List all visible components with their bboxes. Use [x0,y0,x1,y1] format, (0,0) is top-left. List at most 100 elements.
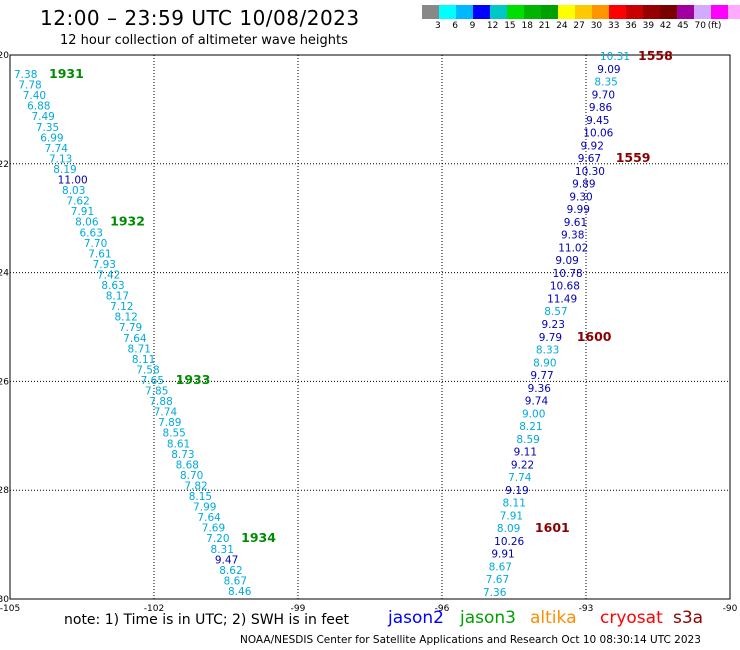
swh-value: 9.89 [572,179,595,191]
color-swatch [660,5,677,19]
swh-value: 9.45 [586,115,609,127]
color-swatch [541,5,558,19]
swh-value: 7.89 [158,417,181,429]
swh-value: 10.31 [600,51,630,63]
swh-value: 9.77 [530,370,553,382]
track-time-label: 1934 [241,530,276,545]
color-scale-label: 42 [659,21,672,31]
swh-value: 9.38 [561,230,584,242]
swh-value: 8.46 [228,586,252,598]
chart-subtitle: 12 hour collection of altimeter wave hei… [60,33,348,48]
swh-value: 7.38 [14,69,37,81]
swh-value: 11.00 [58,175,88,187]
swh-value: 8.62 [219,565,242,577]
swh-value: 8.21 [519,421,542,433]
color-scale-label: 24 [556,21,568,31]
swh-value: 8.06 [75,217,99,229]
x-tick-label: -93 [579,604,594,614]
swh-value: 8.71 [128,343,151,355]
swh-value: 7.61 [88,248,111,260]
swh-value: 7.93 [93,259,116,271]
color-swatch [643,5,660,19]
x-tick-label: -105 [0,604,20,614]
swh-value: 8.09 [497,523,520,535]
color-scale-label: 6 [452,21,459,31]
swh-value: 7.74 [45,143,69,155]
swh-value: 11.02 [558,242,588,254]
swh-value: 7.82 [184,480,207,492]
swh-value: 8.68 [176,459,199,471]
swh-value: 7.74 [508,472,532,484]
swh-value: 8.55 [162,428,185,440]
track-time-label: 1559 [616,150,651,165]
swh-value: 7.85 [145,386,168,398]
swh-value: 8.67 [224,575,247,587]
swh-value: 7.42 [97,269,120,281]
swh-value: 9.36 [528,383,552,395]
y-tick-label: -26 [0,377,9,387]
swh-value: 8.61 [167,438,190,450]
color-scale-label: 21 [538,21,551,31]
swh-value: 8.70 [180,470,203,482]
swh-value: 6.99 [40,132,63,144]
color-swatch [507,5,524,19]
color-scale-label: 39 [642,21,655,31]
swh-value: 9.74 [525,396,549,408]
color-swatch [677,5,694,19]
color-scale-label: 33 [608,21,620,31]
color-scale-label: 30 [590,21,603,31]
track-time-label: 1601 [535,520,570,535]
color-swatch [490,5,507,19]
swh-value: 9.86 [589,102,613,114]
x-tick-label: -90 [723,604,738,614]
color-scale-label: 9 [469,21,476,31]
color-scale-label: 15 [504,21,516,31]
track-time-label: 1932 [110,214,145,229]
swh-value: 7.91 [500,510,523,522]
legend-s3a: s3a [673,608,704,628]
color-scale-label: 18 [521,21,533,31]
color-scale-label: 3 [435,21,441,31]
swh-value: 7.99 [193,502,216,514]
swh-value: 8.17 [106,291,129,303]
swh-value: 7.64 [197,512,221,524]
swh-value: 7.35 [36,122,59,134]
swh-value: 9.23 [542,319,565,331]
color-scale-label: (ft) [707,21,722,31]
swh-value: 9.00 [522,408,545,420]
swh-value: 7.49 [31,111,54,123]
color-swatch [626,5,643,19]
color-scale-label: 36 [625,21,637,31]
swh-value: 7.36 [483,587,507,599]
map-frame [9,54,731,600]
swh-value: 9.92 [581,140,604,152]
swh-value: 9.47 [215,554,238,566]
swh-value: 9.61 [564,217,587,229]
swh-value: 9.30 [569,191,592,203]
x-tick-label: -99 [291,604,306,614]
legend-altika: altika [530,608,577,628]
swh-value: 9.19 [505,485,528,497]
swh-value: 8.90 [533,357,556,369]
color-swatch [439,5,456,19]
swh-value: 7.91 [71,206,94,218]
y-tick-label: -28 [0,486,9,496]
swh-value: 9.09 [597,64,620,76]
color-swatch [524,5,541,19]
footer-credit: NOAA/NESDIS Center for Satellite Applica… [240,634,701,646]
y-tick-label: -24 [0,269,9,279]
swh-value: 7.78 [18,80,41,92]
legend-jason3: jason3 [460,608,516,628]
color-scale-bar [422,5,740,19]
color-scale-label: 45 [677,21,689,31]
track-time-label: 1558 [638,48,673,63]
swh-value: 11.49 [547,293,577,305]
swh-value: 6.63 [80,227,103,239]
swh-value: 8.33 [536,345,559,357]
swh-value: 8.11 [503,498,526,510]
swh-value: 7.20 [206,533,229,545]
x-tick-label: -96 [435,604,450,614]
swh-value: 7.79 [119,322,142,334]
swh-value: 7.74 [154,407,178,419]
